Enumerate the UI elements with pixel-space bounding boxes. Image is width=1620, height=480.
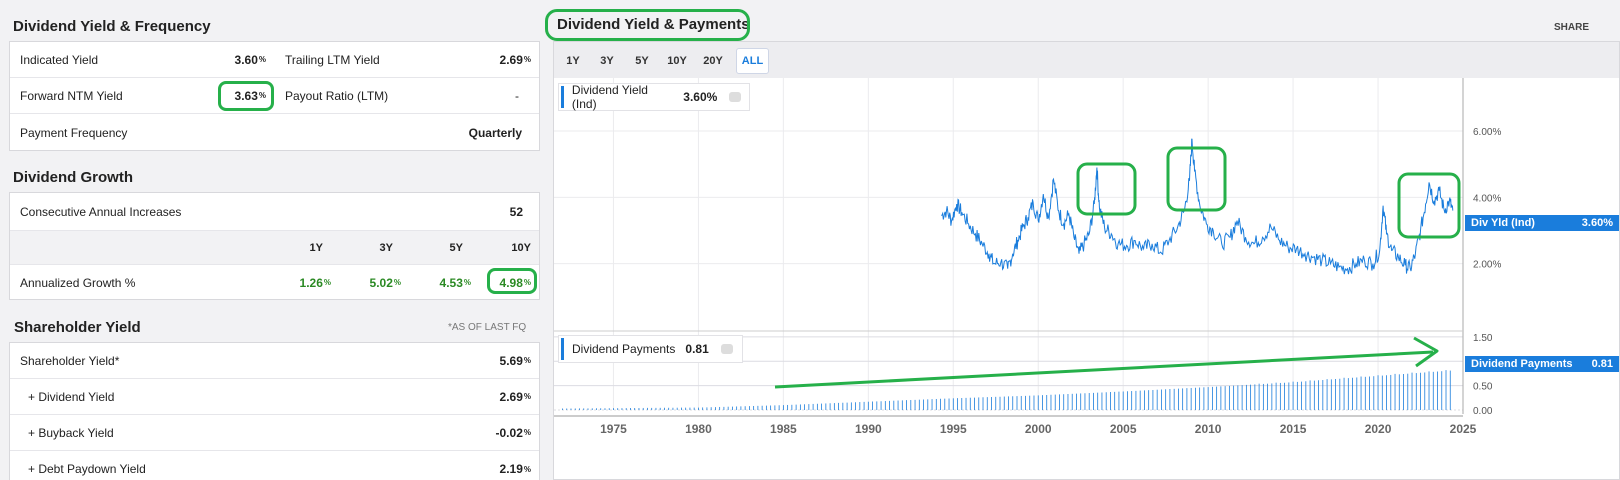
shareholder-note: *AS OF LAST FQ bbox=[448, 322, 527, 333]
annualized-growth-5y: 4.53% bbox=[439, 275, 471, 290]
frequency-card: Indicated Yield 3.60% Trailing LTM Yield… bbox=[9, 41, 540, 151]
range-button-3y[interactable]: 3Y bbox=[593, 48, 621, 74]
legend-yield-color bbox=[561, 86, 564, 108]
growth-title: Dividend Growth bbox=[13, 169, 133, 186]
shareholder-row: Shareholder Yield* 5.69% bbox=[10, 343, 539, 379]
frequency-row-1: Indicated Yield 3.60% Trailing LTM Yield… bbox=[10, 42, 539, 78]
legend-payments-value: 0.81 bbox=[685, 342, 709, 356]
annualized-growth-10y: 4.98% bbox=[499, 275, 531, 290]
annualized-growth-1y: 1.26% bbox=[299, 275, 331, 290]
period-header-3y: 3Y bbox=[379, 241, 393, 254]
range-button-20y[interactable]: 20Y bbox=[697, 48, 729, 74]
shareholder-row-label: Shareholder Yield* bbox=[20, 353, 120, 368]
range-button-10y[interactable]: 10Y bbox=[661, 48, 693, 74]
legend-payments-color bbox=[561, 338, 564, 360]
chart-title: Dividend Yield & Payments bbox=[557, 16, 750, 33]
shareholder-row: + Buyback Yield -0.02% bbox=[10, 415, 539, 451]
payment-frequency-value: Quarterly bbox=[468, 125, 522, 140]
period-header-10y: 10Y bbox=[511, 241, 531, 254]
growth-card: Consecutive Annual Increases 52 1Y 3Y 5Y… bbox=[9, 192, 540, 300]
payments-axis-tag: Dividend Payments 0.81 bbox=[1465, 356, 1619, 372]
trailing-yield-label: Trailing LTM Yield bbox=[285, 52, 380, 67]
payout-ratio-label: Payout Ratio (LTM) bbox=[285, 88, 389, 103]
shareholder-row-label: + Dividend Yield bbox=[28, 389, 115, 404]
annualized-growth-3y: 5.02% bbox=[369, 275, 401, 290]
shareholder-title: Shareholder Yield bbox=[14, 319, 141, 336]
forward-yield-label: Forward NTM Yield bbox=[20, 88, 123, 103]
shareholder-card: Shareholder Yield* 5.69% + Dividend Yiel… bbox=[9, 342, 540, 480]
growth-row-consecutive: Consecutive Annual Increases 52 bbox=[10, 193, 539, 231]
indicated-yield-value: 3.60% bbox=[234, 52, 266, 67]
legend-dividend-yield: Dividend Yield (Ind) 3.60% bbox=[558, 83, 750, 111]
annualized-growth-label: Annualized Growth % bbox=[20, 275, 136, 290]
payments-tag-label: Dividend Payments bbox=[1471, 358, 1573, 370]
yield-axis-tag: Div Yld (Ind) 3.60% bbox=[1465, 215, 1619, 231]
range-button-5y[interactable]: 5Y bbox=[628, 48, 656, 74]
payment-frequency-label: Payment Frequency bbox=[20, 125, 128, 140]
range-button-all[interactable]: ALL bbox=[736, 48, 769, 74]
growth-row-annualized: Annualized Growth % 1.26% 5.02% 4.53% 4.… bbox=[10, 265, 539, 300]
shareholder-row-value: 5.69% bbox=[499, 353, 531, 368]
consecutive-increases-label: Consecutive Annual Increases bbox=[20, 204, 182, 219]
shareholder-row: + Debt Paydown Yield 2.19% bbox=[10, 451, 539, 480]
payments-tag-value: 0.81 bbox=[1591, 358, 1613, 370]
shareholder-row-value: -0.02% bbox=[495, 425, 531, 440]
cloud-icon bbox=[729, 92, 741, 102]
shareholder-row-value: 2.69% bbox=[499, 389, 531, 404]
legend-dividend-payments: Dividend Payments 0.81 bbox=[558, 335, 743, 363]
legend-yield-label: Dividend Yield (Ind) bbox=[571, 83, 648, 111]
trailing-yield-value: 2.69% bbox=[499, 52, 531, 67]
shareholder-row-label: + Buyback Yield bbox=[28, 425, 114, 440]
frequency-row-2: Forward NTM Yield 3.63% Payout Ratio (LT… bbox=[10, 78, 539, 114]
period-header-5y: 5Y bbox=[449, 241, 463, 254]
share-button[interactable]: SHARE bbox=[1554, 22, 1590, 33]
consecutive-increases-value: 52 bbox=[509, 204, 523, 219]
shareholder-row: + Dividend Yield 2.69% bbox=[10, 379, 539, 415]
legend-payments-label: Dividend Payments bbox=[572, 342, 676, 356]
yield-tag-label: Div Yld (Ind) bbox=[1471, 217, 1535, 229]
legend-yield-value: 3.60% bbox=[683, 90, 718, 104]
indicated-yield-label: Indicated Yield bbox=[20, 52, 99, 67]
growth-row-periods: 1Y 3Y 5Y 10Y bbox=[10, 231, 539, 265]
forward-yield-value: 3.63% bbox=[234, 88, 266, 103]
frequency-title: Dividend Yield & Frequency bbox=[13, 18, 211, 35]
period-header-1y: 1Y bbox=[309, 241, 323, 254]
shareholder-row-label: + Debt Paydown Yield bbox=[28, 462, 146, 476]
range-button-bar: 1Y 3Y 5Y 10Y 20Y ALL bbox=[554, 42, 1619, 78]
range-button-1y[interactable]: 1Y bbox=[559, 48, 587, 74]
payout-ratio-value: - bbox=[515, 88, 519, 103]
frequency-row-3: Payment Frequency Quarterly bbox=[10, 114, 539, 151]
cloud-icon bbox=[720, 344, 733, 354]
yield-tag-value: 3.60% bbox=[1581, 217, 1613, 229]
shareholder-row-value: 2.19% bbox=[499, 462, 531, 476]
